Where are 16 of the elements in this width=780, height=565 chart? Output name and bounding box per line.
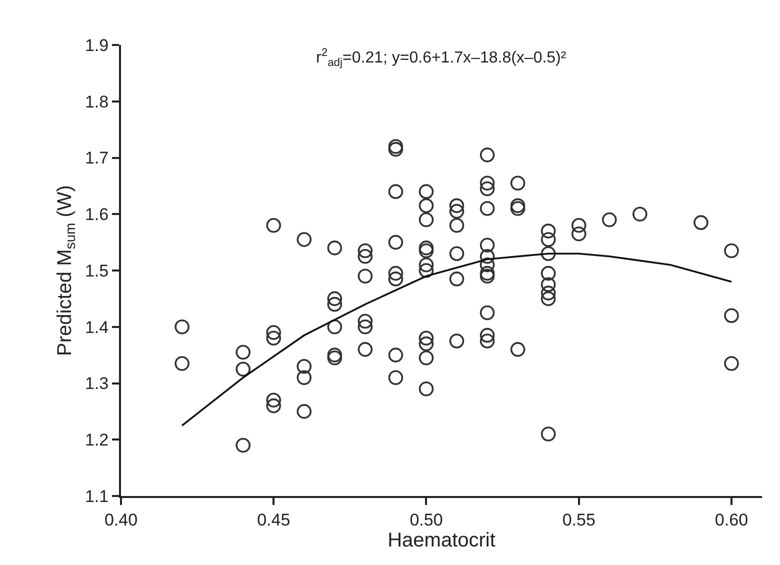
y-tick-label: 1.1 — [84, 486, 109, 506]
y-tick-label: 1.4 — [84, 318, 109, 337]
y-tick-label: 1.2 — [84, 430, 109, 450]
x-tick-label: 0.50 — [410, 510, 443, 530]
y-tick-label: 1.5 — [84, 261, 109, 280]
x-tick-label: 0.60 — [714, 510, 748, 530]
x-tick-label: 0.45 — [257, 510, 290, 530]
y-tick-label: 1.3 — [84, 374, 109, 394]
x-tick-label: 0.40 — [104, 510, 138, 530]
y-tick-label: 1.8 — [84, 92, 109, 112]
y-tick-label: 1.6 — [84, 205, 109, 224]
x-axis-title: Haematocrit — [388, 529, 496, 552]
annotation: r$^{2}$$_{adj}$=0.21; y=0.6+1.7x–18.8(x–0.5)² — [316, 47, 567, 70]
x-tick-label: 0.55 — [562, 510, 596, 530]
y-tick-label: 1.7 — [84, 148, 109, 168]
y-tick-label: 1.9 — [84, 36, 109, 55]
